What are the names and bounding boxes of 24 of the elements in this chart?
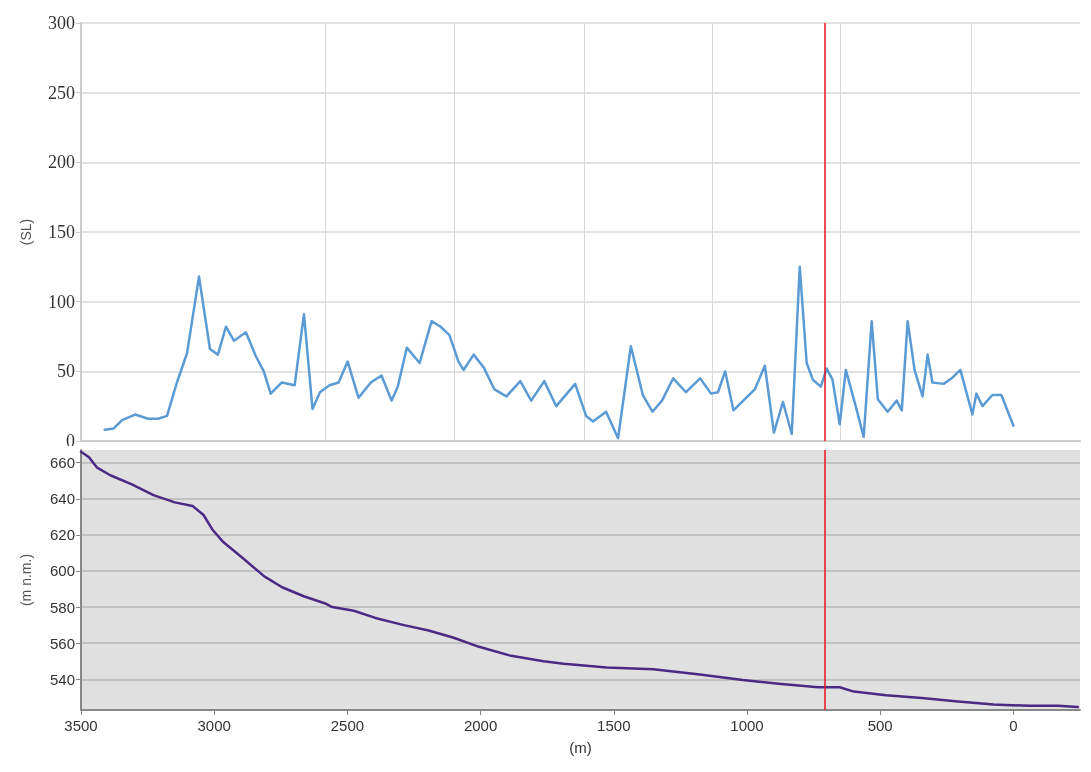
y-tick-label: 620 xyxy=(49,526,75,544)
y-tick-label: 640 xyxy=(49,490,75,508)
y-tick-label: 560 xyxy=(49,634,75,652)
y-tick-label: 250 xyxy=(48,82,75,103)
y-tick-label: 660 xyxy=(49,454,75,472)
x-tick-label: 2500 xyxy=(330,717,365,734)
y-tick-label: 150 xyxy=(48,222,75,242)
y-tick-label: 200 xyxy=(48,152,75,173)
y-tick-label: 50 xyxy=(57,361,75,382)
y-tick-label: 600 xyxy=(49,562,75,580)
x-tick-label: 2000 xyxy=(463,717,498,734)
y-axis-title: (m n.m.) xyxy=(18,553,34,607)
y-tick-label: 580 xyxy=(49,598,75,616)
y-tick-label: 540 xyxy=(49,670,75,688)
x-tick-label: 3000 xyxy=(197,717,231,734)
y-tick-label: 100 xyxy=(48,291,75,312)
y-tick-label: 300 xyxy=(48,13,75,33)
x-tick-label: 500 xyxy=(867,717,893,734)
x-axis-title: (m) xyxy=(569,739,592,756)
x-tick-label: 1500 xyxy=(597,717,631,734)
x-tick-label: 3500 xyxy=(64,717,98,734)
x-tick-label: 0 xyxy=(1009,717,1018,734)
y-axis-title: (SL) xyxy=(18,218,34,246)
x-tick-label: 1000 xyxy=(730,717,764,734)
